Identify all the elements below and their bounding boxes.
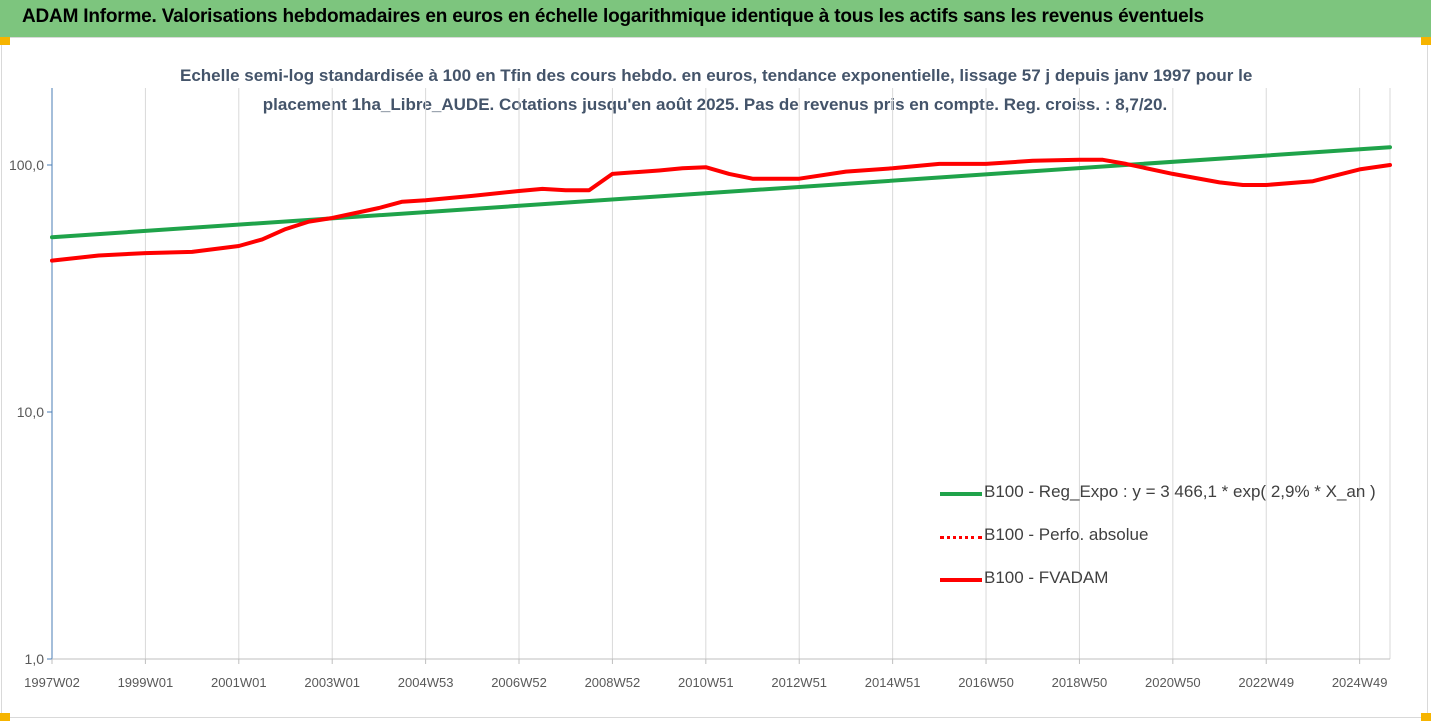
x-tick-label: 2003W01	[304, 675, 360, 690]
series-line-regression	[50, 145, 1392, 240]
legend-label-regression: B100 - Reg_Expo : y = 3 466,1 * exp( 2,9…	[984, 482, 1376, 501]
x-tick-label: 2012W51	[771, 675, 827, 690]
report-title: ADAM Informe. Valorisations hebdomadaire…	[22, 6, 1204, 27]
x-tick-label: 2006W52	[491, 675, 547, 690]
x-tick-label: 2014W51	[865, 675, 921, 690]
x-tick-label: 2020W50	[1145, 675, 1201, 690]
series-line-fvadam	[50, 157, 1392, 263]
x-tick-label: 1999W01	[118, 675, 174, 690]
legend-swatch-fvadam	[940, 578, 982, 582]
x-tick-label: 2008W52	[585, 675, 641, 690]
chart-subtitle-line-1: Echelle semi-log standardisée à 100 en T…	[180, 66, 1253, 85]
y-tick-label: 1,0	[25, 651, 45, 667]
resize-handle-top-right[interactable]	[1421, 37, 1431, 45]
y-tick-label: 10,0	[17, 404, 44, 420]
chart-frame	[1, 37, 1428, 718]
y-tick-label: 100,0	[9, 157, 44, 173]
x-tick-label: 2016W50	[958, 675, 1014, 690]
x-tick-label: 2024W49	[1332, 675, 1388, 690]
legend-label-perfo-absolue: B100 - Perfo. absolue	[984, 525, 1149, 544]
x-tick-label: 2004W53	[398, 675, 454, 690]
legend-swatch-regression	[940, 492, 982, 496]
x-tick-label: 2010W51	[678, 675, 734, 690]
x-tick-label: 2022W49	[1238, 675, 1294, 690]
chart-subtitle-line-2: placement 1ha_Libre_AUDE. Cotations jusq…	[262, 95, 1168, 114]
x-tick-label: 2018W50	[1052, 675, 1108, 690]
resize-handle-bottom-left[interactable]	[0, 713, 10, 721]
resize-handle-top-left[interactable]	[0, 37, 10, 45]
legend-swatch-perfo-absolue	[940, 536, 982, 539]
x-tick-label: 1997W02	[24, 675, 80, 690]
legend-label-fvadam: B100 - FVADAM	[984, 568, 1109, 587]
resize-handle-bottom-right[interactable]	[1421, 713, 1431, 721]
title-banner: ADAM Informe. Valorisations hebdomadaire…	[0, 0, 1431, 37]
x-tick-label: 2001W01	[211, 675, 267, 690]
